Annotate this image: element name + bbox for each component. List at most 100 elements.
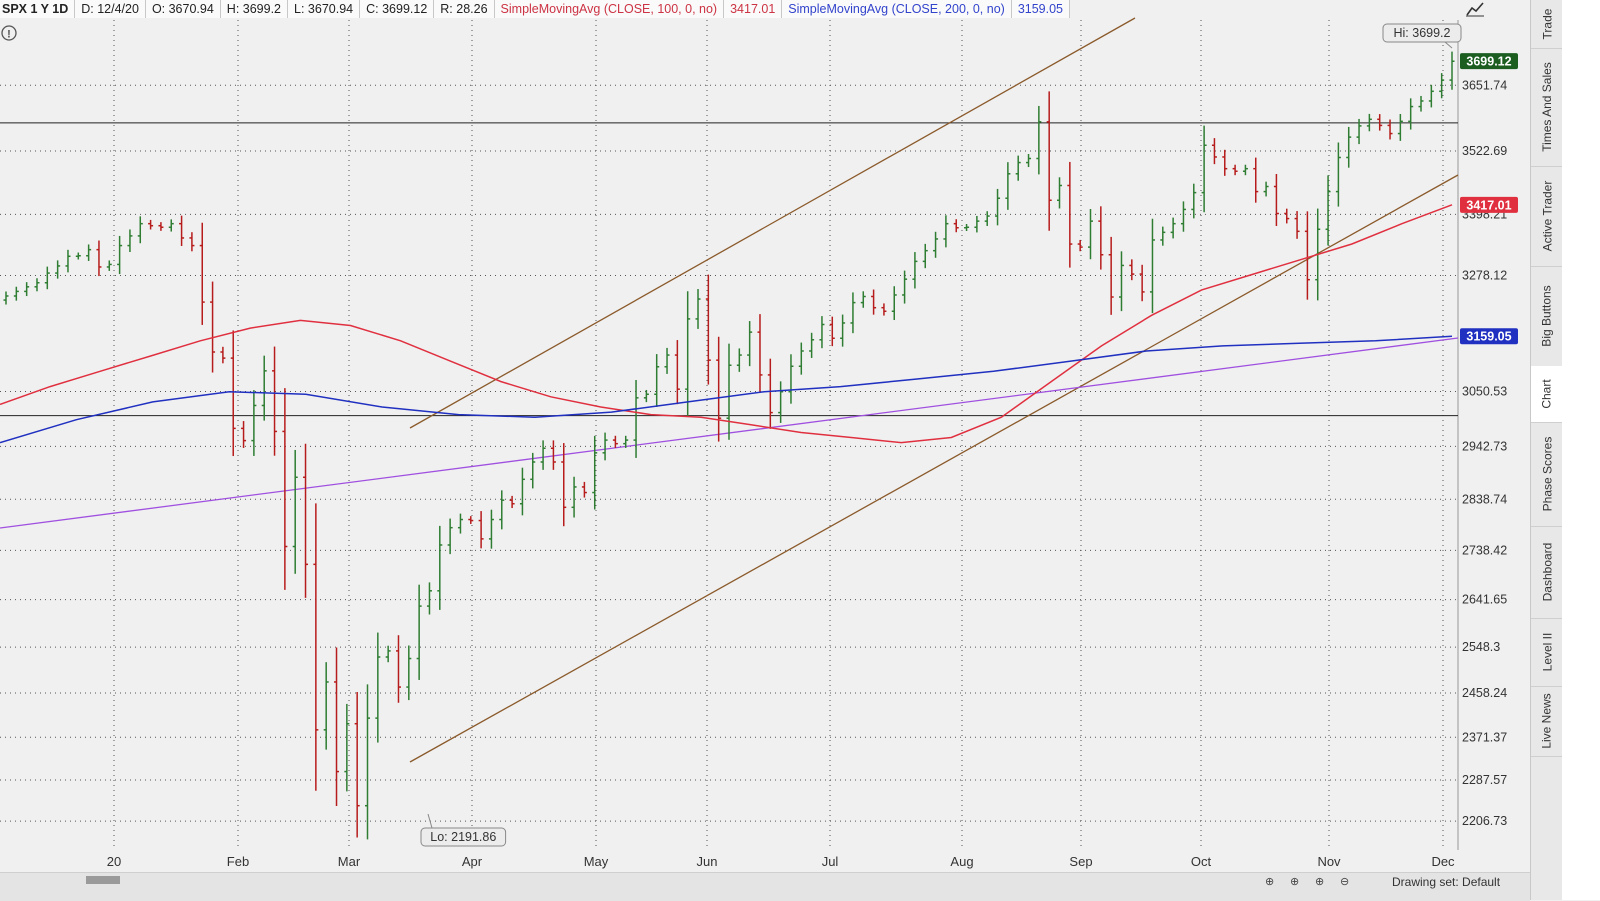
sma100-line [0, 204, 1453, 444]
ohlc-bar [674, 340, 680, 405]
ohlc-bar [1191, 183, 1197, 219]
ohlc-bar [1201, 125, 1207, 213]
info-icon-glyph: ! [7, 29, 11, 41]
ohlc-bar [24, 282, 30, 297]
x-tick-label: Aug [950, 854, 973, 869]
ohlc-bar [1263, 181, 1269, 197]
ohlc-bar [819, 316, 825, 349]
channel-lower-trendline[interactable] [409, 174, 1459, 763]
price-chart[interactable]: 20 Feb Mar Apr May Jun Jul Aug Sep Oct Nov Dec 3651.… [0, 0, 1530, 872]
ohlc-bar [1356, 118, 1362, 145]
ohlc-bar [210, 281, 216, 373]
ohlc-bar [1026, 154, 1032, 168]
sma100-price-tag: 3417.01 [1466, 198, 1511, 212]
channel-upper-trendline[interactable] [409, 17, 1136, 429]
ohlc-bar [86, 244, 92, 261]
ohlc-bar [34, 278, 40, 292]
ohlc-bar [984, 211, 990, 226]
tab-trade[interactable]: Trade [1531, 0, 1563, 49]
ohlc-bar [1211, 138, 1217, 165]
ohlc-bar [272, 346, 278, 456]
ohlc-bar [1057, 177, 1063, 209]
tab-chart[interactable]: Chart [1531, 366, 1563, 423]
tab-level-ii[interactable]: Level II [1531, 618, 1563, 687]
range-value: R: 28.26 [434, 0, 495, 18]
ohlc-bar [1325, 175, 1331, 246]
crosshair-icon[interactable]: ⊕ [1265, 876, 1275, 888]
zoom-in-icon[interactable]: ⊕ [1315, 876, 1325, 888]
ohlc-bar [127, 229, 133, 253]
ohlc-bar [179, 215, 185, 246]
ohlc-bar [261, 355, 267, 421]
sma200-price-tag-bg [1460, 328, 1518, 345]
ohlc-bar [798, 342, 804, 375]
time-scrollbar-thumb[interactable] [86, 876, 120, 884]
ohlc-bar [974, 215, 980, 233]
ohlc-bar [96, 240, 102, 277]
ohlc-bar [695, 289, 701, 329]
tab-label: Level II [1540, 632, 1555, 672]
ohlc-bar [1418, 95, 1424, 112]
ohlc-bar [199, 222, 205, 325]
tab-label: Big Buttons [1540, 285, 1554, 347]
drawing-set-label[interactable]: Drawing set: Default [1392, 875, 1501, 889]
y-tick-label: 2641.65 [1462, 593, 1507, 607]
ohlc-bar [612, 435, 618, 448]
tab-active-trader[interactable]: Active Trader [1531, 166, 1563, 267]
ohlc-bar [158, 222, 164, 231]
x-tick-label: Jul [822, 854, 839, 869]
ohlc-bar [922, 243, 928, 269]
ohlc-bar [282, 388, 288, 590]
ohlc-bar [860, 291, 866, 308]
info-icon[interactable] [1, 25, 17, 41]
ohlc-bar [13, 286, 19, 301]
x-tick-label: 20 [107, 854, 121, 869]
ohlc-bar [829, 316, 835, 347]
ohlc-bar [664, 347, 670, 374]
high-label-box [1382, 23, 1462, 43]
ohlc-bar [148, 219, 154, 230]
ohlc-bar [251, 390, 257, 456]
zoom-out-icon[interactable]: ⊖ [1340, 876, 1350, 888]
ohlc-bar [1046, 91, 1052, 231]
chart-info-bar: SPX 1 Y 1D D: 12/4/20 O: 3670.94 H: 3699… [0, 0, 1500, 18]
ohlc-bar [943, 215, 949, 248]
tab-big-buttons[interactable]: Big Buttons [1531, 266, 1563, 367]
ohlc-bar [437, 525, 443, 610]
ohlc-bar [241, 421, 247, 448]
sma200-study-label[interactable]: SimpleMovingAvg (CLOSE, 200, 0, no) [782, 0, 1012, 18]
ohlc-bar [881, 303, 887, 316]
sma100-study-label[interactable]: SimpleMovingAvg (CLOSE, 100, 0, no) [494, 0, 725, 18]
bottom-toolbar: ⊕ ⊕ ⊕ ⊖ Drawing set: Default [0, 872, 1530, 901]
tab-live-news[interactable]: Live News [1531, 686, 1563, 757]
ohlc-bar [1067, 161, 1073, 268]
symbol-label[interactable]: SPX 1 Y 1D [0, 0, 76, 18]
tab-times-and-sales[interactable]: Times And Sales [1531, 48, 1563, 167]
ohlc-bar [406, 645, 412, 701]
tab-label: Dashboard [1540, 542, 1554, 602]
ohlc-bar [643, 389, 649, 403]
tab-dashboard[interactable]: Dashboard [1531, 526, 1563, 619]
ohlc-bar [354, 691, 360, 838]
zoom-in-icon[interactable]: ⊕ [1290, 876, 1300, 888]
ohlc-bar [902, 270, 908, 304]
y-tick-label: 2738.42 [1462, 543, 1507, 557]
y-tick-label: 2548.3 [1462, 640, 1500, 654]
ohlc-bar [303, 443, 309, 598]
ohlc-bar [499, 490, 505, 530]
ohlc-bar [457, 513, 463, 534]
y-tick-label: 3522.69 [1462, 144, 1507, 158]
x-tick-label: May [584, 854, 609, 869]
side-tab-panel: Trade Times And Sales Active Trader Big But… [1530, 0, 1563, 900]
drawing-tools-icon[interactable] [1464, 0, 1486, 18]
ohlc-bar [1232, 164, 1238, 176]
tab-phase-scores[interactable]: Phase Scores [1531, 422, 1563, 527]
ohlc-bar [571, 476, 577, 518]
ohlc-bar [995, 188, 1001, 226]
open-value: O: 3670.94 [145, 0, 221, 18]
sma200-line [0, 335, 1453, 444]
ohlc-bar [736, 348, 742, 372]
ohlc-bar [705, 274, 711, 385]
x-tick-label: Nov [1317, 854, 1341, 869]
ohlc-bar [1036, 105, 1042, 175]
